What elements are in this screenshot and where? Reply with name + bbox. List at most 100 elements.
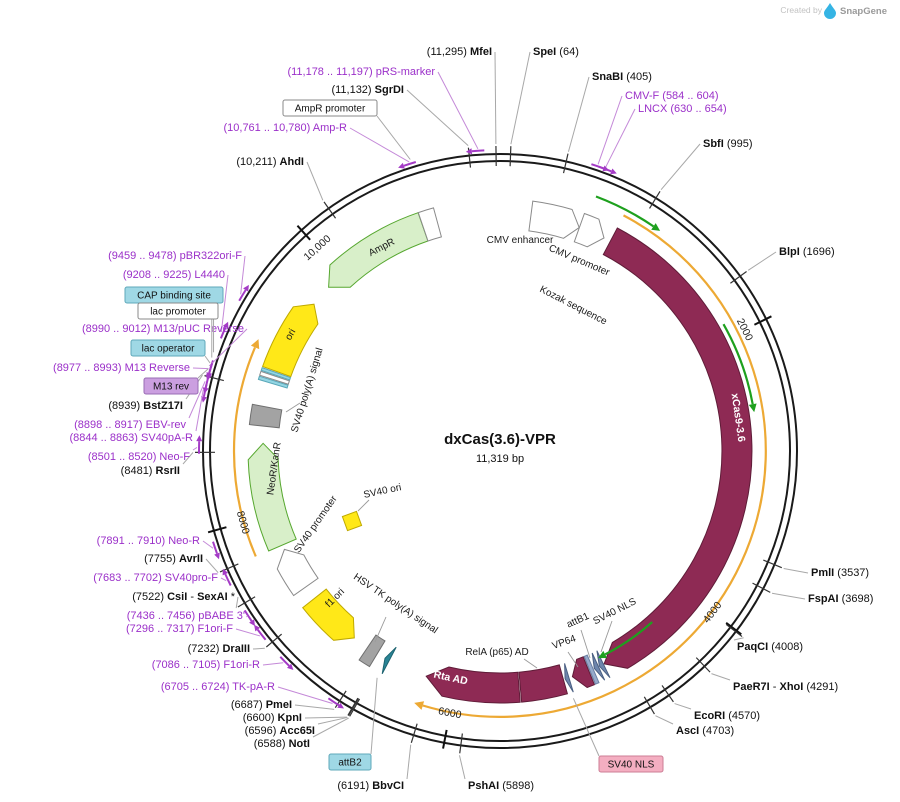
feature-label-cmv-enhancer[interactable]: CMV enhancer xyxy=(487,235,554,246)
primer-arrowhead-amp-r xyxy=(398,162,405,169)
scale-tick-2000 xyxy=(753,315,772,326)
primer-label-tk-pa-r[interactable]: (6705 .. 6724) TK-pA-R xyxy=(161,681,275,693)
site-tick-noti xyxy=(349,698,361,717)
feature-sv40-ori[interactable] xyxy=(341,510,363,532)
m13-rev-label-box[interactable] xyxy=(143,377,199,395)
lac-promoter-label-box[interactable] xyxy=(137,302,219,320)
enzyme-label-acc65i[interactable]: (6596) Acc65I xyxy=(245,725,315,737)
enzyme-label-sgrdi[interactable]: (11,132) SgrDI xyxy=(331,84,404,96)
feature-label-vp64[interactable]: VP64 xyxy=(551,633,578,652)
enzyme-label-pmli[interactable]: PmlI (3537) xyxy=(811,567,869,579)
enzyme-label-noti[interactable]: (6588) NotI xyxy=(254,738,310,750)
feature-cmv-enhancer[interactable] xyxy=(528,200,580,239)
feature-xcas9[interactable] xyxy=(602,227,753,669)
primer-label-cmv-f[interactable]: CMV-F (584 .. 604) xyxy=(625,90,719,102)
lac-operator-label[interactable]: lac operator xyxy=(142,344,195,355)
primer-label-f1ori-r[interactable]: (7086 .. 7105) F1ori-R xyxy=(152,659,260,671)
enzyme-label-paer7i-xhoi[interactable]: PaeR7I - XhoI (4291) xyxy=(733,681,838,693)
primer-label-m13-puc-reverse[interactable]: (8990 .. 9012) M13/pUC Reverse xyxy=(82,323,244,335)
site-tick-sbfi xyxy=(649,191,661,209)
enzyme-label-paqci[interactable]: PaqCI (4008) xyxy=(737,641,803,653)
m13-rev-label[interactable]: M13 rev xyxy=(153,382,189,393)
primer-label-m13-reverse[interactable]: (8977 .. 8993) M13 Reverse xyxy=(53,362,190,374)
feature-ampr[interactable] xyxy=(328,212,429,288)
enzyme-label-csii-sexai[interactable]: (7522) CsiI - SexAI * xyxy=(132,591,235,603)
enzyme-label-rsrii[interactable]: (8481) RsrII xyxy=(121,465,180,477)
attb2-label-box[interactable] xyxy=(328,753,372,771)
feature-label-attb1[interactable]: attB1 xyxy=(565,611,591,631)
feature-sv40-promoter[interactable] xyxy=(276,548,319,597)
primer-label-pbabe-3[interactable]: (7436 .. 7456) pBABE 3' xyxy=(127,610,245,622)
feature-label-kozak[interactable]: Kozak sequence xyxy=(538,284,609,328)
feature-ampr-promoter[interactable] xyxy=(417,207,443,242)
cap-binding-site-label[interactable]: CAP binding site xyxy=(137,291,211,302)
sv40-nls-label-box[interactable] xyxy=(598,755,664,773)
site-tick-blpi xyxy=(730,270,747,284)
feature-sv40-nls-3[interactable] xyxy=(564,663,574,693)
feature-hsv-tk-polya[interactable] xyxy=(358,634,386,668)
feature-neor-kanr[interactable] xyxy=(247,442,297,552)
enzyme-label-avrii[interactable]: (7755) AvrII xyxy=(144,553,203,565)
primer-label-prs-marker[interactable]: (11,178 .. 11,197) pRS-marker xyxy=(287,66,435,78)
enzyme-label-asci[interactable]: AscI (4703) xyxy=(676,725,734,737)
leader-sv40-ori xyxy=(357,499,370,512)
primer-label-neo-r[interactable]: (7891 .. 7910) Neo-R xyxy=(97,535,200,547)
enzyme-label-snabi[interactable]: SnaBI (405) xyxy=(592,71,652,83)
primer-label-amp-r[interactable]: (10,761 .. 10,780) Amp-R xyxy=(223,122,347,134)
feature-ori[interactable] xyxy=(261,303,319,378)
enzyme-label-sbfi[interactable]: SbfI (995) xyxy=(703,138,753,150)
feature-label-hsv-tk-polya[interactable]: HSV TK poly(A) signal xyxy=(351,572,439,637)
primer-label-pbr322ori-f[interactable]: (9459 .. 9478) pBR322ori-F xyxy=(108,250,242,262)
feature-label-cmv-promoter[interactable]: CMV promoter xyxy=(547,243,612,279)
enzyme-label-bbvci[interactable]: (6191) BbvCI xyxy=(337,780,404,792)
lac-operator-label-box[interactable] xyxy=(130,339,206,357)
enzyme-label-pmei[interactable]: (6687) PmeI xyxy=(231,699,292,711)
enzyme-label-draiii[interactable]: (7232) DraIII xyxy=(188,643,250,655)
primer-label-neo-f[interactable]: (8501 .. 8520) Neo-F xyxy=(88,451,190,463)
feature-cmv-promoter[interactable] xyxy=(573,212,605,248)
enzyme-label-bstz17i[interactable]: (8939) BstZ17I xyxy=(108,400,183,412)
feature-label-rela-p65-ad[interactable]: RelA (p65) AD xyxy=(465,647,528,658)
feature-rela-p65-ad[interactable] xyxy=(518,664,569,703)
enzyme-label-kpni[interactable]: (6600) KpnI xyxy=(243,712,302,724)
primer-label-lncx[interactable]: LNCX (630 .. 654) xyxy=(638,103,727,115)
enzyme-label-mfei[interactable]: (11,295) MfeI xyxy=(427,46,492,58)
primer-arrow-lncx xyxy=(598,165,612,173)
primer-label-sv40pro-f[interactable]: (7683 .. 7702) SV40pro-F xyxy=(93,572,218,584)
site-tick-paqci xyxy=(725,623,743,638)
primer-label-l4440[interactable]: (9208 .. 9225) L4440 xyxy=(123,269,225,281)
enzyme-label-spei[interactable]: SpeI (64) xyxy=(533,46,579,58)
feature-attb1[interactable] xyxy=(583,654,600,685)
enzyme-label-pshai[interactable]: PshAI (5898) xyxy=(468,780,534,792)
feature-cap-binding-site[interactable] xyxy=(260,366,292,381)
feature-lac-promoter[interactable] xyxy=(259,370,291,385)
primer-label-ebv-rev[interactable]: (8898 .. 8917) EBV-rev xyxy=(74,419,186,431)
enzyme-label-fspai[interactable]: FspAI (3698) xyxy=(808,593,873,605)
primer-label-sv40pa-r[interactable]: (8844 .. 8863) SV40pA-R xyxy=(69,432,193,444)
feature-label-sv40-ori[interactable]: SV40 ori xyxy=(363,482,403,501)
attb2-label[interactable]: attB2 xyxy=(338,758,362,769)
lac-promoter-label[interactable]: lac promoter xyxy=(150,307,206,318)
feature-rta-ad[interactable] xyxy=(425,666,521,704)
feature-lac-operator[interactable] xyxy=(257,375,289,389)
sv40-nls-label[interactable]: SV40 NLS xyxy=(608,760,655,771)
feature-sv40-nls-2[interactable] xyxy=(591,652,606,681)
feature-sv40-polya[interactable] xyxy=(248,403,283,429)
feature-label-ori[interactable]: ori xyxy=(283,327,298,342)
primer-arrowhead-prs-marker xyxy=(465,148,473,155)
feature-attb2[interactable] xyxy=(381,646,397,675)
feature-label-sv40-promoter[interactable]: SV40 promoter xyxy=(292,493,340,555)
ampr-promoter-label[interactable]: AmpR promoter xyxy=(295,104,366,115)
feature-vp64[interactable] xyxy=(571,656,596,689)
connector-blpi xyxy=(747,251,777,271)
ampr-promoter-label-box[interactable] xyxy=(282,99,378,117)
feature-label-sv40-nls-1[interactable]: SV40 NLS xyxy=(592,596,639,627)
enzyme-label-ahdi[interactable]: (10,211) AhdI xyxy=(236,156,304,168)
primer-label-f1ori-f[interactable]: (7296 .. 7317) F1ori-F xyxy=(126,623,233,635)
enzyme-label-ecori[interactable]: EcoRI (4570) xyxy=(694,710,760,722)
orf-arrow-2 xyxy=(722,323,754,405)
enzyme-label-blpi[interactable]: BlpI (1696) xyxy=(779,246,835,258)
feature-f1-ori[interactable] xyxy=(301,588,355,641)
connector-attb2-label xyxy=(370,677,378,755)
